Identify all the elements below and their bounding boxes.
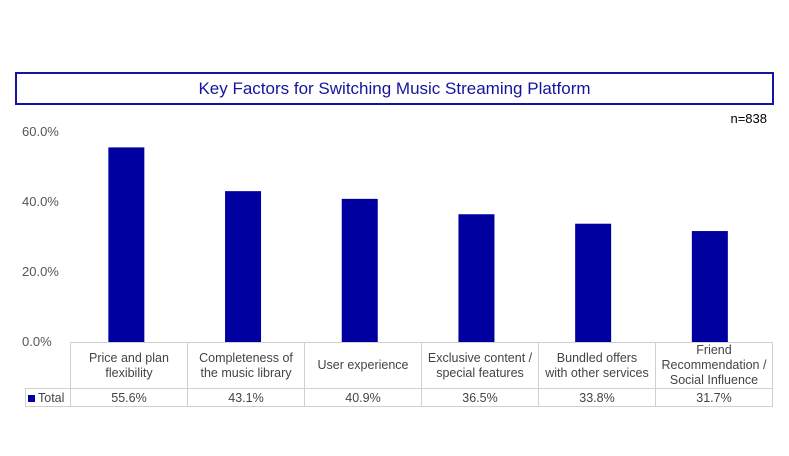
category-line: flexibility: [105, 365, 153, 380]
chart-title: Key Factors for Switching Music Streamin…: [15, 72, 774, 105]
category-line: Completeness of: [199, 350, 293, 365]
value-label: 43.1%: [187, 388, 305, 407]
sample-size: n=838: [730, 111, 767, 126]
category-line: Social Influence: [669, 373, 759, 387]
y-tick-label: 40.0%: [22, 194, 59, 209]
category-line: the music library: [200, 365, 292, 380]
data-table: Price and plan flexibility Completeness of…: [25, 342, 773, 407]
category-label: Friend Recommendation / Social Influence: [655, 342, 773, 389]
category-line: Bundled offers: [556, 350, 638, 365]
category-line: User experience: [317, 358, 409, 372]
category-line: special features: [436, 365, 524, 380]
value-label: 31.7%: [655, 388, 773, 407]
bar-4: [575, 223, 612, 342]
bar-5: [691, 231, 728, 342]
legend-label: Total: [38, 390, 65, 405]
y-tick-label: 20.0%: [22, 264, 59, 279]
legend-total: Total: [25, 388, 71, 407]
bar-0: [108, 147, 145, 342]
category-line: Exclusive content /: [427, 350, 533, 365]
category-label: Price and plan flexibility: [70, 342, 188, 389]
value-label: 36.5%: [421, 388, 539, 407]
category-line: with other services: [545, 365, 649, 380]
category-label: Completeness of the music library: [187, 342, 305, 389]
chart-title-text: Key Factors for Switching Music Streamin…: [198, 78, 591, 98]
bar-1: [225, 191, 262, 342]
y-tick-label: 60.0%: [22, 124, 59, 139]
value-label: 55.6%: [70, 388, 188, 407]
category-line: Friend: [696, 343, 732, 357]
y-tick-label: 0.0%: [22, 334, 52, 349]
category-line: Recommendation /: [661, 358, 767, 372]
category-label: Exclusive content / special features: [421, 342, 539, 389]
category-row: Price and plan flexibility Completeness of…: [26, 342, 773, 389]
category-label: Bundled offers with other services: [538, 342, 656, 389]
values-row: Total 55.6% 43.1% 40.9% 36.5% 33.8% 31.7%: [25, 388, 773, 407]
bar-3: [458, 214, 495, 342]
category-line: Price and plan: [89, 350, 169, 365]
bar-2: [341, 198, 378, 342]
value-label: 40.9%: [304, 388, 422, 407]
category-label: User experience: [304, 342, 422, 389]
value-label: 33.8%: [538, 388, 656, 407]
legend-swatch: [28, 394, 35, 402]
